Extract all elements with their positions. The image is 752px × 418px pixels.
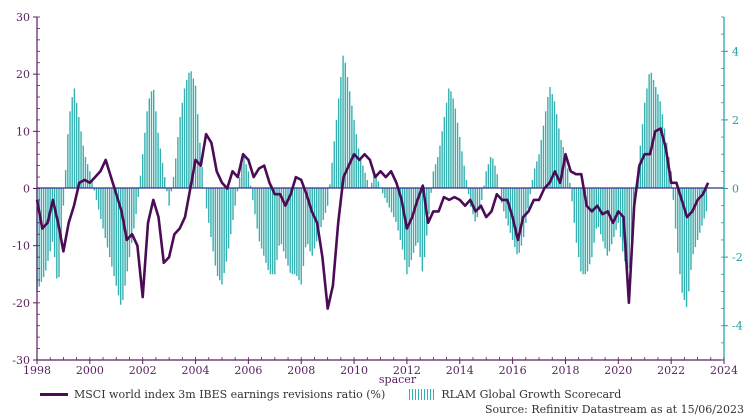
- x-tick-label: 2008: [287, 364, 315, 377]
- x-tick-label: 2024: [710, 364, 738, 377]
- revisions-line: [35, 127, 710, 310]
- legend-label-bars: RLAM Global Growth Scorecard: [441, 388, 622, 401]
- left-tick-label: -30: [12, 354, 30, 367]
- x-tick-label: 2022: [657, 364, 685, 377]
- left-tick-label: -20: [12, 297, 30, 310]
- left-tick-label: 30: [16, 11, 30, 24]
- right-tick-label: -4: [732, 320, 743, 333]
- right-tick-label: 0: [732, 183, 739, 196]
- legend-label-line: MSCI world index 3m IBES earnings revisi…: [74, 388, 386, 401]
- x-tick-label: 2014: [446, 364, 474, 377]
- x-tick-label: 2000: [76, 364, 104, 377]
- left-tick-label: 0: [23, 183, 30, 196]
- right-tick-label: 2: [732, 114, 739, 127]
- x-tick-label: 2018: [551, 364, 579, 377]
- legend-bars-swatch: [409, 389, 436, 400]
- x-tick-label: 2004: [182, 364, 210, 377]
- x-tick-label: 2020: [604, 364, 632, 377]
- x-tick-label: 2016: [499, 364, 527, 377]
- left-tick-label: -10: [12, 240, 30, 253]
- bar-series: [36, 55, 708, 308]
- x-tick-label: 2002: [129, 364, 157, 377]
- x-tick-label: 1998: [23, 364, 51, 377]
- x-tick-label: 2012: [393, 364, 421, 377]
- x-tick-label: 2010: [340, 364, 368, 377]
- left-tick-label: 10: [16, 125, 30, 138]
- right-tick-label: 4: [732, 45, 739, 58]
- x-axis-label: spacer: [379, 373, 417, 386]
- x-tick-label: 2006: [234, 364, 262, 377]
- right-tick-label: -2: [732, 251, 743, 264]
- left-tick-label: 20: [16, 68, 30, 81]
- legend: MSCI world index 3m IBES earnings revisi…: [40, 388, 621, 401]
- source-note: Source: Refinitiv Datastream as at 15/06…: [484, 403, 744, 416]
- legend-line-swatch: [40, 393, 68, 396]
